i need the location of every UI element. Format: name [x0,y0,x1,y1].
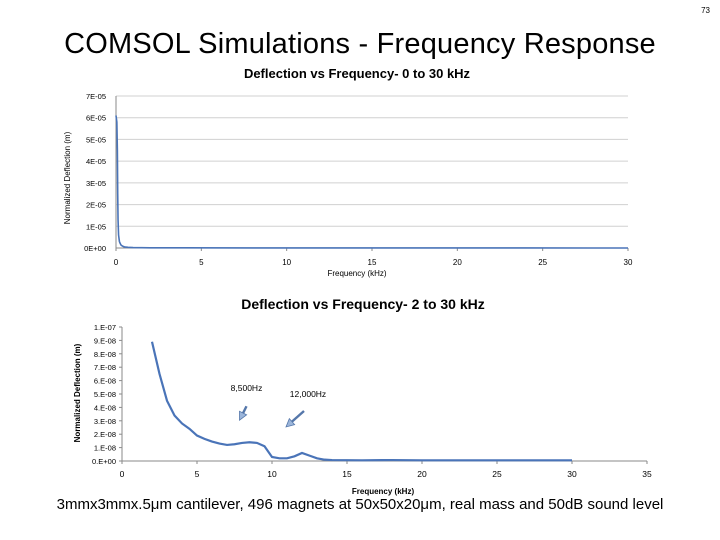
chart2-annotation-label: 8,500Hz [231,383,263,393]
chart1-y-tick-labels: 0E+00 1E-05 2E-05 3E-05 4E-05 5E-05 6E-05 7E-05 [84,92,106,253]
chart2-y-axis-label: Normalized Deflection (m) [73,343,82,442]
chart-deflection-0-30khz: Deflection vs Frequency- 0 to 30 kHz 0E+… [63,66,633,278]
chart2-x-tick-label: 30 [567,469,577,479]
chart1-title: Deflection vs Frequency- 0 to 30 kHz [244,66,471,81]
chart1-gridlines [115,95,629,251]
chart2-x-tick-label: 20 [417,469,427,479]
chart2-x-axis-label: Frequency (kHz) [352,487,415,496]
chart1-x-tick-label: 30 [624,258,633,267]
chart2-y-tick-label: 0.E+00 [92,457,116,466]
chart2-annotation-arrow-head [285,417,296,428]
chart1-x-axis-label: Frequency (kHz) [327,269,386,278]
chart1-y-tick-label: 5E-05 [86,135,106,144]
chart1-x-tick-label: 5 [199,258,204,267]
chart2-y-tick-label: 1.E-07 [94,323,116,332]
chart1-x-tick-labels: 0 5 10 15 20 25 30 [114,258,633,267]
slide-title: COMSOL Simulations - Frequency Response [64,28,656,60]
chart-deflection-2-30khz: Deflection vs Frequency- 2 to 30 kHz 0.E… [73,296,652,496]
chart2-x-tick-label: 35 [642,469,652,479]
chart2-annotation-label: 12,000Hz [290,389,326,399]
chart2-x-tick-label: 0 [120,469,125,479]
chart1-y-tick-label: 2E-05 [86,201,106,210]
chart2-x-tick-labels: 0 5 10 15 20 25 30 35 [120,461,652,479]
chart2-title: Deflection vs Frequency- 2 to 30 kHz [241,296,485,312]
chart1-y-tick-label: 3E-05 [86,179,106,188]
chart2-x-tick-label: 10 [267,469,277,479]
chart1-x-tick-label: 10 [282,258,291,267]
page-number: 73 [701,6,710,15]
chart2-y-tick-label: 7.E-08 [94,363,116,372]
chart1-y-tick-label: 1E-05 [86,222,106,231]
chart1-x-tick-label: 15 [368,258,377,267]
chart2-y-tick-label: 8.E-08 [94,350,116,359]
chart2-y-tick-label: 6.E-08 [94,377,116,386]
chart2-y-tick-label: 5.E-08 [94,390,116,399]
chart1-y-axis-label: Normalized Deflection (m) [63,131,72,224]
chart1-y-tick-label: 0E+00 [84,244,106,253]
chart2-y-tick-labels: 0.E+00 1.E-08 2.E-08 3.E-08 4.E-08 5.E-08 6.E-… [92,323,122,466]
chart1-x-tick-label: 25 [538,258,547,267]
chart1-y-tick-label: 7E-05 [86,92,106,101]
chart1-y-tick-label: 6E-05 [86,114,106,123]
chart2-series-line [150,341,572,462]
chart1-y-tick-label: 4E-05 [86,157,106,166]
chart2-y-tick-label: 9.E-08 [94,336,116,345]
chart2-y-tick-label: 3.E-08 [94,417,116,426]
chart1-x-tick-label: 20 [453,258,462,267]
chart2-y-tick-label: 4.E-08 [94,403,116,412]
chart2-annotation-arrow-shaft [291,410,305,423]
chart2-y-tick-label: 2.E-08 [94,430,116,439]
chart2-x-tick-label: 15 [342,469,352,479]
chart2-annotations: 8,500Hz 12,000Hz [231,383,326,428]
chart1-series-line [115,115,628,249]
slide-caption: 3mmx3mmx.5μm cantilever, 496 magnets at … [56,496,664,513]
chart2-annotation-arrow-shaft [242,405,248,414]
chart2-y-tick-label: 1.E-08 [94,444,116,453]
chart2-x-tick-label: 5 [195,469,200,479]
chart1-x-tick-label: 0 [114,258,119,267]
chart2-annotation-arrow-head [239,410,248,422]
chart2-x-tick-label: 25 [492,469,502,479]
